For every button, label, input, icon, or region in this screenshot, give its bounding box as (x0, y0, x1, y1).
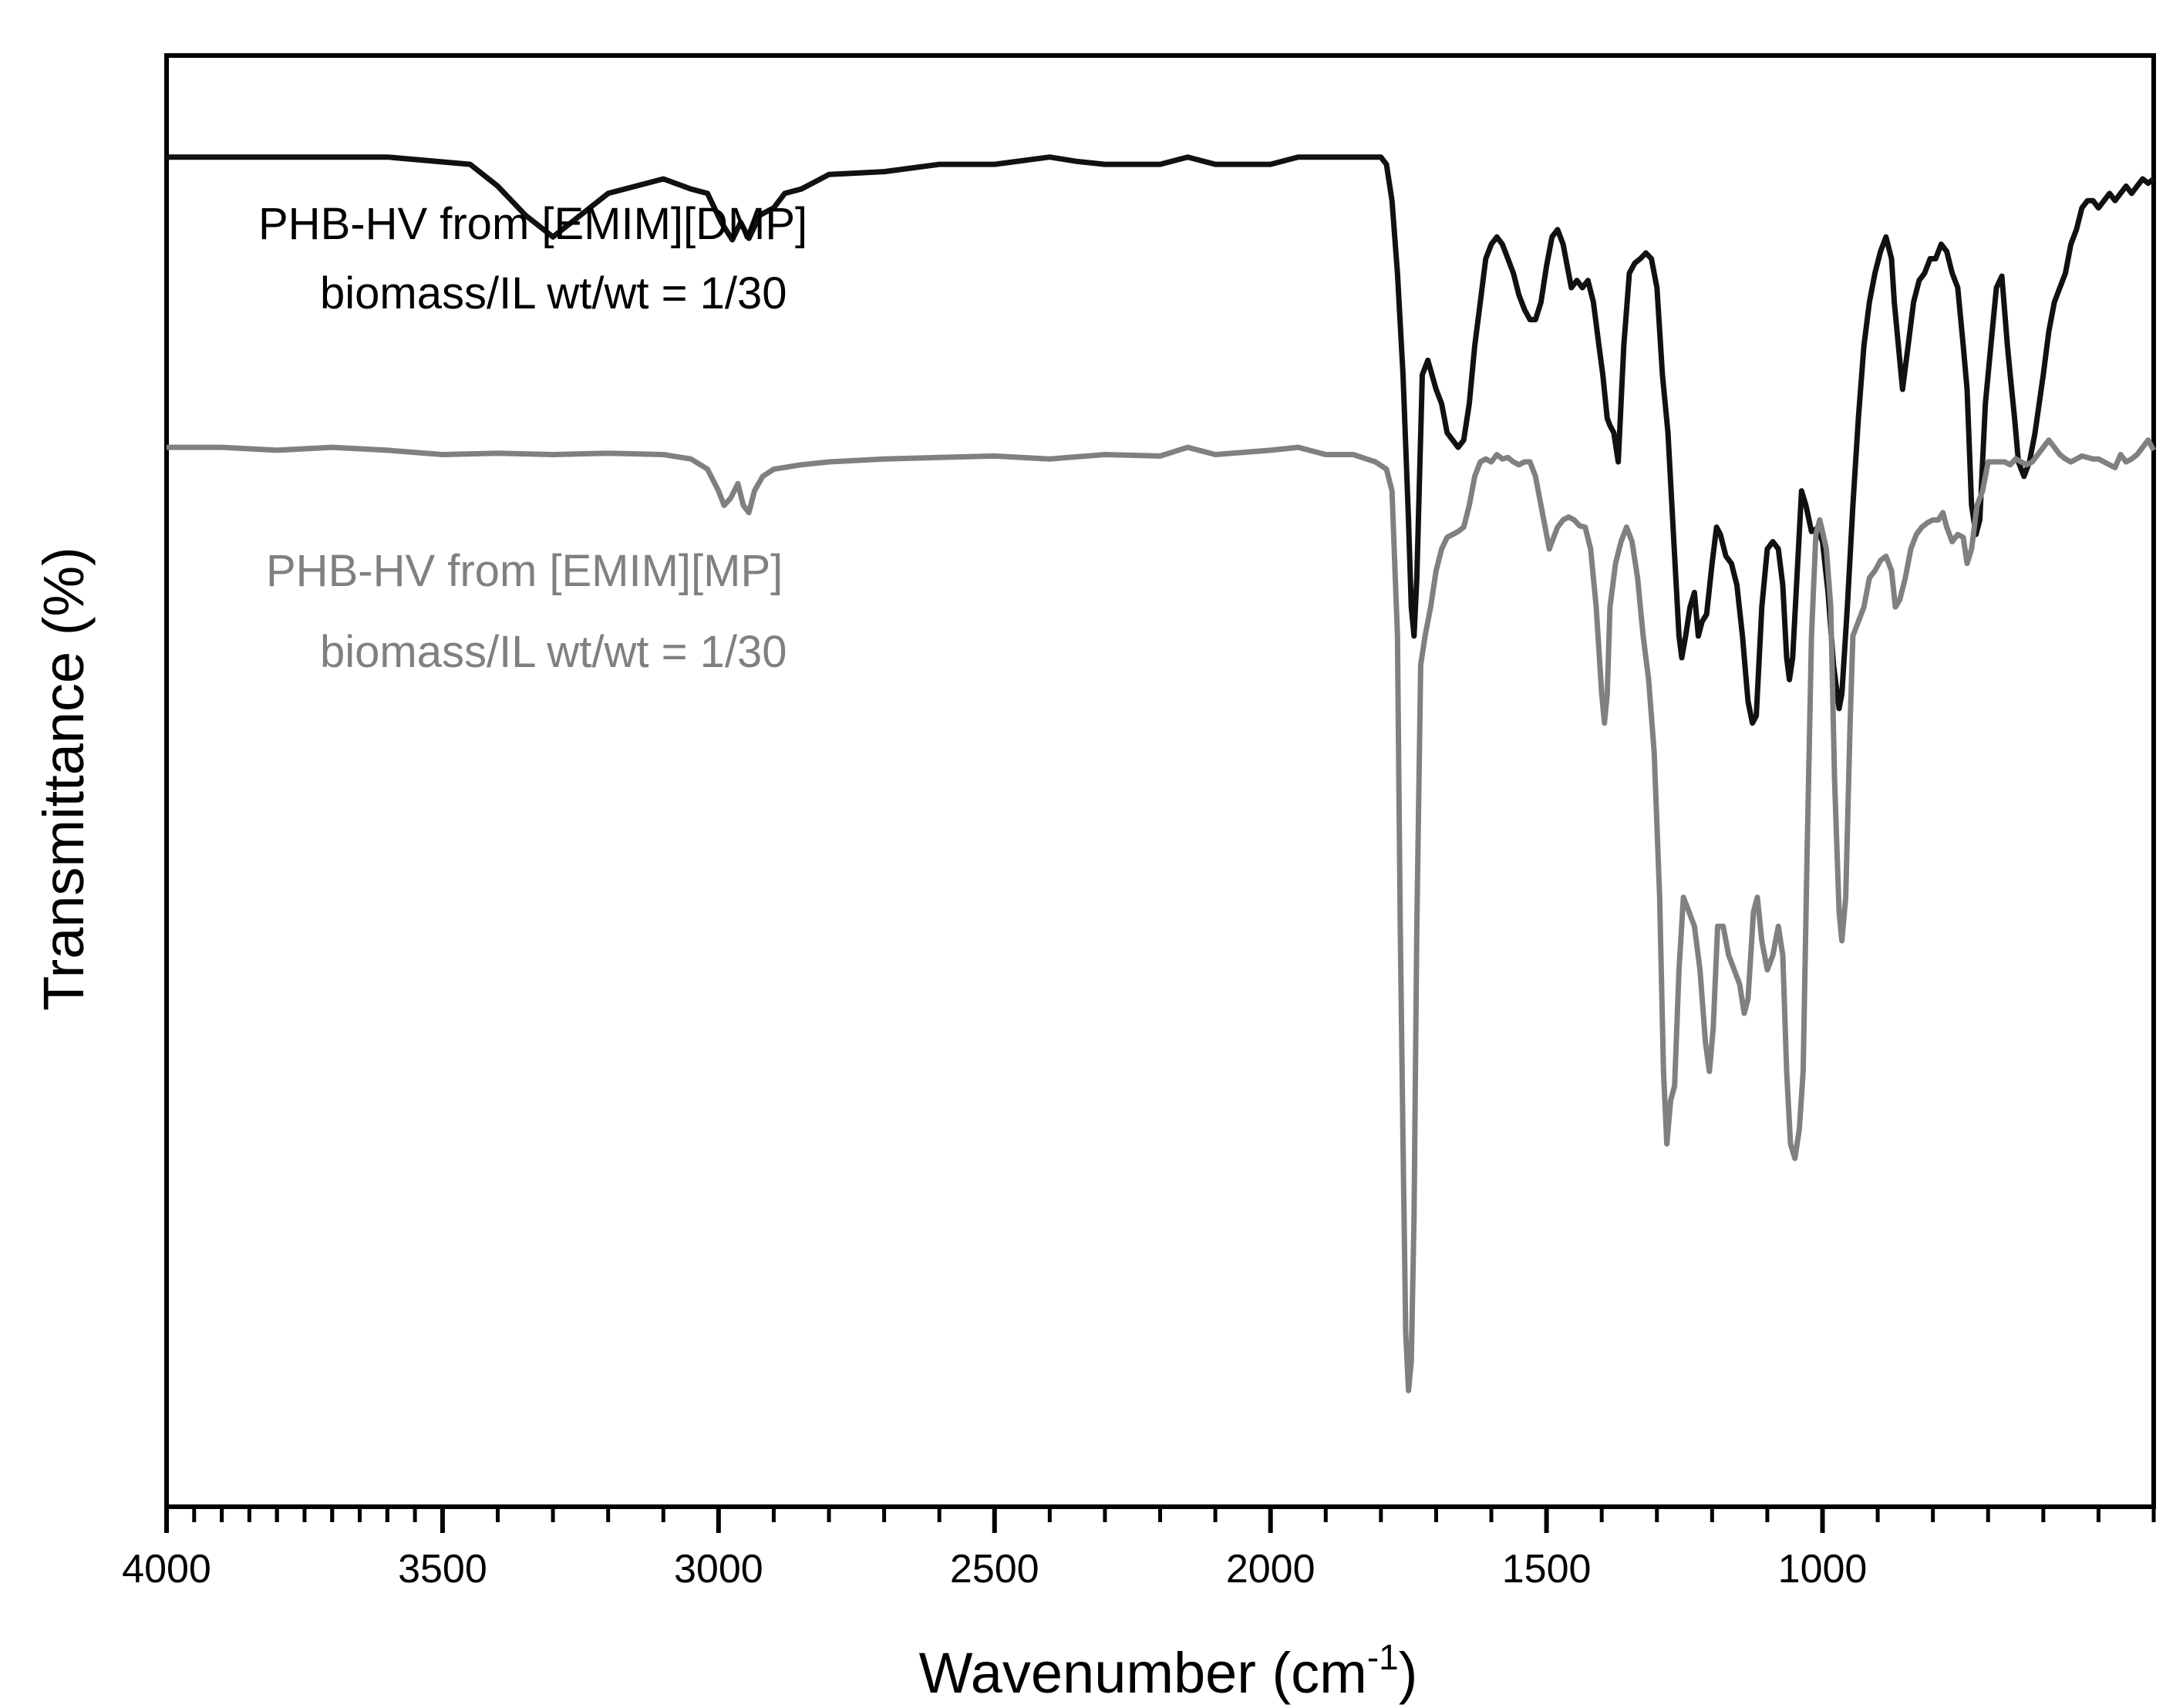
x-axis-ticks (164, 1507, 2156, 1533)
annotation-mp-line1: PHB-HV from [EMIM][MP] (266, 546, 783, 596)
x-tick-label: 1000 (1778, 1547, 1868, 1592)
x-tick-label: 3000 (674, 1547, 763, 1592)
annotation-mp-line2: biomass/IL wt/wt = 1/30 (320, 627, 787, 677)
series-line-1 (167, 154, 2156, 726)
x-tick-label: 3500 (398, 1547, 487, 1592)
series-layer (167, 154, 2157, 1393)
series-line-2 (167, 437, 2157, 1393)
annotation-dmp-line1: PHB-HV from [EMIM][DMP] (258, 199, 807, 249)
x-tick-label: 4000 (122, 1547, 211, 1592)
x-axis-title: Wavenumber (cm-1) (919, 1637, 1418, 1705)
x-axis-tick-labels: 4000 3500 3000 2500 2000 1500 1000 (122, 1547, 1867, 1592)
x-tick-label: 1500 (1502, 1547, 1592, 1592)
x-tick-label: 2500 (950, 1547, 1039, 1592)
y-axis-title: Transmittance (%) (32, 547, 96, 1011)
annotation-dmp-line2: biomass/IL wt/wt = 1/30 (320, 268, 787, 318)
x-tick-label: 2000 (1226, 1547, 1316, 1592)
